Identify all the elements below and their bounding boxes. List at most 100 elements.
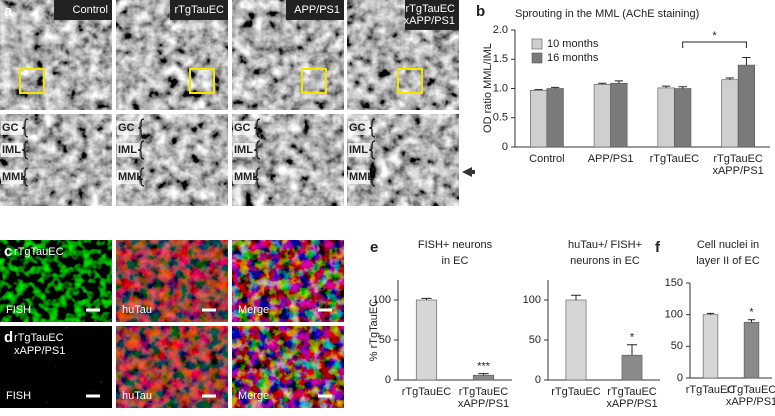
brace (253, 140, 261, 160)
region-box (19, 68, 45, 94)
label-bg (348, 121, 370, 135)
y-tick-label: 50 (529, 334, 541, 346)
error-bar (478, 373, 489, 376)
panel-letter: e (370, 239, 378, 256)
bar (610, 82, 628, 148)
error-bar (725, 77, 734, 80)
label-bg (348, 170, 370, 184)
layer-label: IML (2, 144, 21, 156)
brace (137, 118, 145, 138)
x-tick-label: rTgTauEC xAPP/PS1 (726, 384, 775, 408)
label-bg (348, 143, 370, 157)
micrograph (116, 326, 228, 408)
chart-title: FISH+ neurons (418, 239, 493, 251)
bar (674, 88, 692, 148)
arrow (462, 167, 475, 177)
bar (415, 299, 438, 381)
channel-label: Merge (238, 390, 269, 402)
label-box (54, 0, 112, 20)
error-bar (626, 344, 638, 356)
brace (253, 167, 261, 187)
chart-title: Sprouting in the MML (AChE staining) (515, 8, 699, 20)
region-box (301, 68, 327, 94)
channel-label: Merge (238, 304, 269, 316)
x-tick-label: rTgTauEC (650, 153, 700, 165)
brace (137, 167, 145, 187)
channel-label: huTau (122, 390, 152, 402)
bar (593, 84, 611, 148)
error-bar (598, 82, 607, 85)
x-tick-label: Control (529, 153, 564, 165)
y-tick-label: 150 (665, 277, 683, 289)
x-tick-label: rTgTauEC xAPP/PS1 (458, 386, 509, 410)
label-bg (117, 143, 139, 157)
error-bar (570, 294, 582, 300)
bar (657, 87, 675, 148)
legend-label: 16 months (547, 52, 599, 64)
layer-label: MML (234, 171, 259, 183)
y-tick-label: 50 (671, 340, 683, 352)
micrograph (232, 240, 344, 322)
significance-mark: * (630, 332, 635, 344)
bar (702, 314, 719, 379)
channel-label: huTau (122, 304, 152, 316)
y-tick-label: 0 (502, 141, 508, 153)
x-tick-label: APP/PS1 (588, 153, 634, 165)
label-box (405, 0, 459, 30)
x-tick-label: rTgTauEC (402, 386, 452, 398)
bar (546, 88, 564, 148)
brace (368, 167, 376, 187)
layer-label: GC (349, 122, 366, 134)
chart-title: layer II of EC (696, 255, 760, 267)
bar (529, 89, 548, 148)
significance-mark: * (749, 307, 754, 319)
panel-letter: a (4, 3, 13, 20)
label-bg (233, 121, 255, 135)
y-tick-label: 50 (379, 334, 391, 346)
bar (565, 299, 587, 381)
brace (368, 140, 376, 160)
layer-label: GC (234, 122, 251, 134)
bar (472, 374, 495, 381)
panel-letter: c (4, 243, 12, 260)
layer-label: MML (349, 171, 374, 183)
channel-label: FISH (6, 304, 31, 316)
error-bar (614, 80, 624, 84)
channel-label: FISH (6, 390, 31, 402)
layer-label: IML (349, 144, 368, 156)
micrograph (232, 326, 344, 408)
brace (137, 140, 145, 160)
label-bg (233, 170, 255, 184)
panel-letter: b (476, 3, 485, 20)
label-bg (117, 170, 139, 184)
condition-label: APP/PS1 (294, 4, 340, 16)
micrograph (116, 240, 228, 322)
region-box (397, 68, 423, 94)
bar (737, 64, 756, 148)
y-tick-label: 1.5 (493, 53, 508, 65)
significance-mark: *** (477, 361, 491, 373)
label-bg (1, 121, 23, 135)
legend-swatch (531, 52, 543, 64)
y-axis-label: OD ratio MML/IML (482, 43, 494, 133)
label-bg (233, 143, 255, 157)
error-bar (678, 86, 687, 89)
error-bar (661, 85, 671, 88)
y-tick-label: 100 (373, 294, 391, 306)
y-tick-label: 0 (385, 374, 391, 386)
y-tick-label: 0 (535, 374, 541, 386)
y-tick-label: 100 (523, 294, 541, 306)
error-bar (747, 319, 756, 323)
layer-label: GC (2, 122, 19, 134)
x-tick-label: rTgTauEC xAPP/PS1 (606, 386, 657, 410)
brace (21, 167, 29, 187)
brace (253, 118, 261, 138)
chart-title: in EC (442, 255, 469, 267)
layer-label: IML (234, 144, 253, 156)
label-bg (117, 121, 139, 135)
brace (368, 118, 376, 138)
layer-label: MML (118, 171, 143, 183)
bar (743, 321, 760, 379)
